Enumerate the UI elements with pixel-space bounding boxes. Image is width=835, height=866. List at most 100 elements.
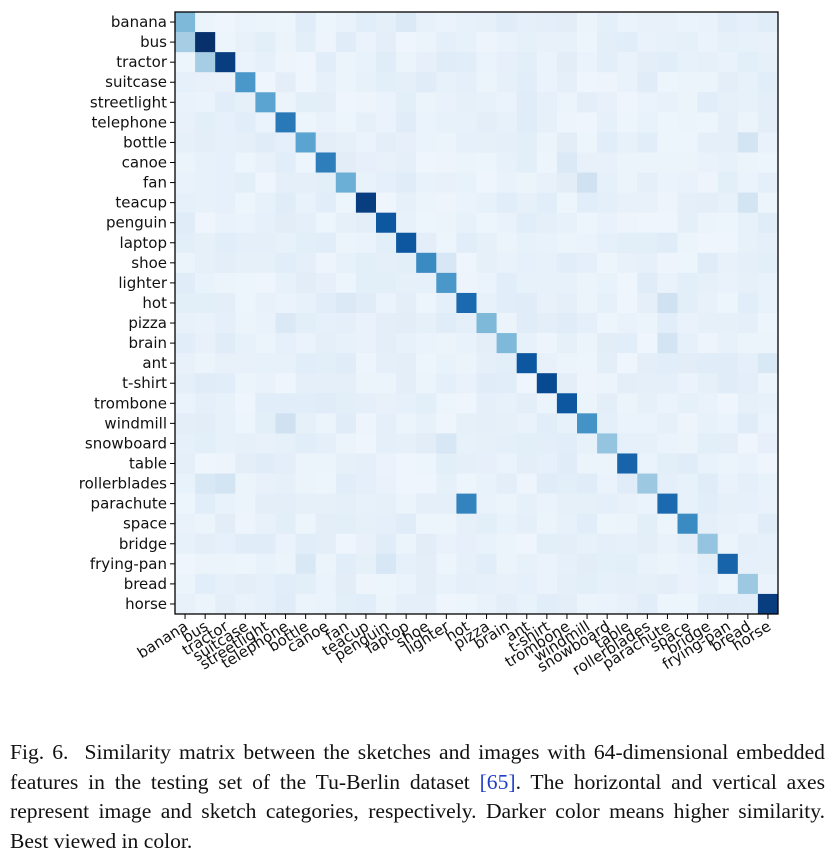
heatmap-cell-table-bottle <box>295 453 317 474</box>
heatmap-cell-bridge-bus <box>195 533 216 555</box>
heatmap-cell-bus-bottle <box>295 32 317 53</box>
heatmap-cell-snowboard-shoe <box>416 433 437 454</box>
heatmap-cell-brain-space <box>677 333 698 354</box>
figure-caption: Fig. 6. Similarity matrix between the sk… <box>10 738 825 856</box>
heatmap-cell-pizza-suitcase <box>235 313 256 334</box>
heatmap-cell-bottle-lighter <box>436 132 457 153</box>
heatmap-cell-horse-space <box>677 593 698 615</box>
heatmap-cell-pizza-t-shirt <box>536 313 558 334</box>
heatmap-cell-shoe-t-shirt <box>536 252 558 274</box>
heatmap-cell-streetlight-bus <box>195 92 216 113</box>
heatmap-cell-canoe-fan <box>335 152 357 173</box>
heatmap-cell-bottle-bread <box>737 132 759 153</box>
y-tick-label-laptop: laptop <box>120 234 167 252</box>
heatmap-cell-suitcase-table <box>617 72 638 93</box>
heatmap-cell-snowboard-canoe <box>315 433 337 454</box>
heatmap-cell-bus-banana <box>175 32 196 53</box>
heatmap-cell-canoe-telephone <box>275 152 296 173</box>
heatmap-cell-laptop-banana <box>175 232 196 254</box>
heatmap-cell-bread-tractor <box>215 573 236 595</box>
heatmap-cell-fan-pizza <box>476 172 497 193</box>
heatmap-cell-teacup-parachute <box>657 192 678 214</box>
heatmap-cell-canoe-tractor <box>215 152 236 173</box>
heatmap-cell-bus-fan <box>335 32 357 53</box>
heatmap-cell-shoe-lighter <box>436 252 457 274</box>
heatmap-cell-hot-banana <box>175 292 196 314</box>
heatmap-cell-tractor-penguin <box>376 52 397 73</box>
heatmap-cell-rollerblades-rollerblades <box>637 473 658 494</box>
heatmap-cell-parachute-trombone <box>556 493 578 515</box>
heatmap-cell-table-laptop <box>396 453 417 474</box>
heatmap-cell-windmill-trombone <box>556 413 578 434</box>
heatmap-cell-bridge-teacup <box>355 533 377 555</box>
heatmap-cell-fan-banana <box>175 172 196 193</box>
heatmap-cell-windmill-laptop <box>396 413 417 434</box>
heatmap-cell-horse-rollerblades <box>637 593 658 615</box>
heatmap-cell-brain-lighter <box>436 333 457 354</box>
heatmap-cell-space-lighter <box>436 513 457 535</box>
heatmap-cell-bread-parachute <box>657 573 678 595</box>
heatmap-cell-bottle-snowboard <box>597 132 618 153</box>
similarity-matrix-figure: banana bus tractor suitcase streetlight telep… <box>79 11 779 679</box>
heatmap-cell-suitcase-snowboard <box>597 72 618 93</box>
heatmap-cell-laptop-bread <box>737 232 759 254</box>
heatmap-cell-fan-suitcase <box>235 172 256 193</box>
heatmap-cell-tractor-rollerblades <box>637 52 658 73</box>
heatmap-cell-bus-streetlight <box>255 32 276 53</box>
heatmap-cell-bread-lighter <box>436 573 457 595</box>
heatmap-cell-snowboard-fan <box>335 433 357 454</box>
heatmap-cell-hot-rollerblades <box>637 292 658 314</box>
heatmap-cell-banana-fan <box>335 12 357 33</box>
heatmap-cell-banana-brain <box>496 12 518 33</box>
heatmap-cell-shoe-hot <box>456 252 477 274</box>
heatmap-cell-lighter-canoe <box>315 272 337 294</box>
heatmap-cell-t-shirt-teacup <box>355 373 377 394</box>
heatmap-cell-bottle-pizza <box>476 132 497 153</box>
heatmap-cell-teacup-banana <box>175 192 196 214</box>
heatmap-cell-suitcase-ant <box>516 72 538 93</box>
heatmap-cell-tractor-ant <box>516 52 538 73</box>
heatmap-cell-canoe-table <box>617 152 638 173</box>
caption-reference-link[interactable]: [65] <box>479 769 516 794</box>
heatmap-cell-lighter-ant <box>516 272 538 294</box>
heatmap-cell-windmill-horse <box>757 413 779 434</box>
heatmap-cell-horse-shoe <box>416 593 437 615</box>
heatmap-cell-telephone-rollerblades <box>637 112 658 133</box>
heatmap-cell-fan-ant <box>516 172 538 193</box>
heatmap-cell-space-pizza <box>476 513 497 535</box>
heatmap-cell-teacup-t-shirt <box>536 192 558 214</box>
heatmap-cell-space-hot <box>456 513 477 535</box>
heatmap-cell-snowboard-telephone <box>275 433 296 454</box>
heatmap-cell-teacup-bus <box>195 192 216 214</box>
heatmap-cell-fan-windmill <box>577 172 598 193</box>
heatmap-cell-ant-horse <box>757 353 779 374</box>
heatmap-cell-windmill-frying-pan <box>717 413 739 434</box>
heatmap-cell-trombone-tractor <box>215 393 236 414</box>
heatmap-cell-penguin-bus <box>195 212 216 234</box>
heatmap-cell-brain-teacup <box>355 333 377 354</box>
heatmap-cell-fan-lighter <box>436 172 457 193</box>
heatmap-cell-bottle-fan <box>335 132 357 153</box>
heatmap-cell-parachute-space <box>677 493 698 515</box>
heatmap-cell-hot-bottle <box>295 292 317 314</box>
heatmap-cell-trombone-bread <box>737 393 759 414</box>
heatmap-cell-bus-lighter <box>436 32 457 53</box>
heatmap-cell-brain-table <box>617 333 638 354</box>
heatmap-cell-teacup-brain <box>496 192 518 214</box>
heatmap-cell-streetlight-snowboard <box>597 92 618 113</box>
heatmap-cell-horse-fan <box>335 593 357 615</box>
heatmap-cell-snowboard-streetlight <box>255 433 276 454</box>
heatmap-cell-telephone-laptop <box>396 112 417 133</box>
heatmap-cell-suitcase-rollerblades <box>637 72 658 93</box>
heatmap-cell-streetlight-bread <box>737 92 759 113</box>
heatmap-cell-bread-banana <box>175 573 196 595</box>
heatmap-cell-banana-laptop <box>396 12 417 33</box>
y-tick-label-streetlight: streetlight <box>90 93 167 111</box>
heatmap-cell-penguin-lighter <box>436 212 457 234</box>
heatmap-cell-bread-streetlight <box>255 573 276 595</box>
heatmap-cell-bridge-windmill <box>577 533 598 555</box>
heatmap-cell-penguin-hot <box>456 212 477 234</box>
heatmap-cell-penguin-trombone <box>556 212 578 234</box>
heatmap-cell-bread-laptop <box>396 573 417 595</box>
y-tick-label-t-shirt: t-shirt <box>122 374 167 392</box>
